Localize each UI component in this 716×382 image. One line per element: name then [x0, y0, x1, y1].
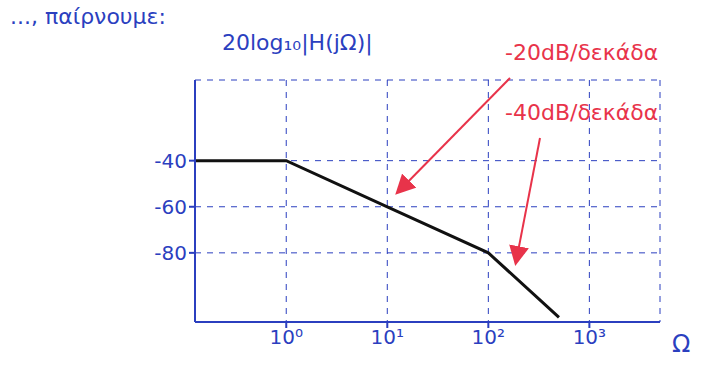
- svg-text:10³: 10³: [573, 325, 606, 349]
- svg-text:-80: -80: [154, 241, 187, 265]
- svg-text:10⁰: 10⁰: [270, 325, 303, 349]
- svg-text:-40: -40: [154, 149, 187, 173]
- html-text:-20dB/δεκάδα: -20dB/δεκάδα: [505, 40, 659, 65]
- html-text:20log₁₀|H(jΩ)|: 20log₁₀|H(jΩ)|: [222, 30, 373, 55]
- html-text:Ω: Ω: [672, 330, 691, 358]
- html-text:-40dB/δεκάδα: -40dB/δεκάδα: [505, 100, 659, 125]
- svg-text:10¹: 10¹: [371, 325, 404, 349]
- svg-text:-60: -60: [154, 195, 187, 219]
- html-text:..., παίρνουμε:: ..., παίρνουμε:: [10, 4, 166, 29]
- svg-text:10²: 10²: [472, 325, 505, 349]
